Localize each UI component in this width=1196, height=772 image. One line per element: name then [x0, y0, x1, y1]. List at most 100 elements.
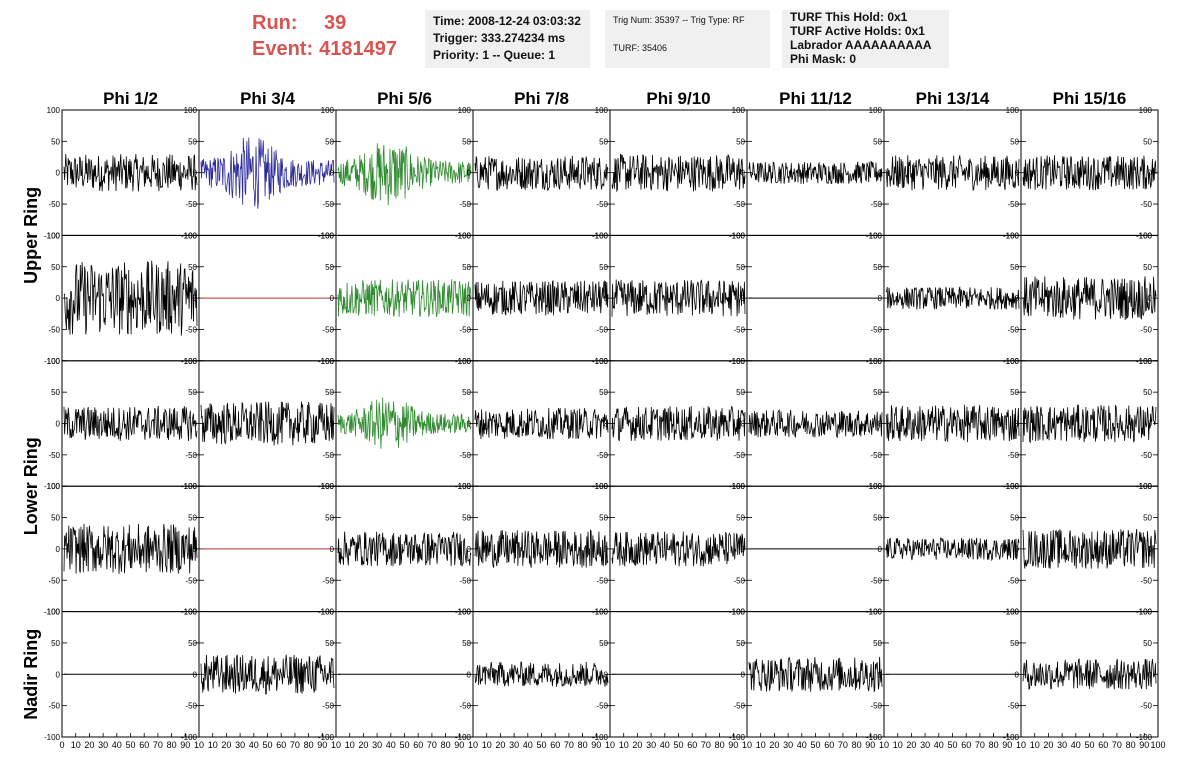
trig-num-line: Trig Num: 35397 -- Trig Type: RF: [613, 15, 745, 25]
y-tick-label: 100: [869, 106, 883, 115]
x-tick-label: 60: [687, 740, 697, 750]
y-tick-label: -50: [48, 325, 60, 334]
panel-frame: [1020, 360, 1159, 487]
y-tick-label: 50: [1143, 137, 1152, 146]
y-tick-label: 50: [873, 137, 882, 146]
x-tick-label: 90: [728, 740, 738, 750]
x-tick-label: 50: [536, 740, 546, 750]
y-tick-label: 50: [188, 639, 197, 648]
x-tick-label: 40: [797, 740, 807, 750]
waveform-trace: [748, 408, 883, 439]
y-tick-label: 0: [741, 169, 746, 178]
y-tick-label: -50: [322, 325, 334, 334]
y-tick-label: -50: [459, 702, 471, 711]
y-tick-label: -50: [1140, 576, 1152, 585]
y-tick-label: 0: [604, 545, 609, 554]
waveform-trace: [63, 260, 198, 336]
column-title: Phi 11/12: [779, 89, 852, 108]
y-tick-label: -50: [322, 451, 334, 460]
y-tick-label: 0: [741, 545, 746, 554]
waveform-trace: [1022, 528, 1157, 569]
y-tick-label: 100: [184, 106, 198, 115]
x-tick-label: 70: [975, 740, 985, 750]
y-tick-label: 50: [188, 263, 197, 272]
run-event-box: Run: 39 Event: 4181497: [252, 10, 422, 66]
waveform-trace: [611, 531, 746, 567]
x-tick-label: 90: [865, 740, 875, 750]
row-group-label: Lower Ring: [21, 437, 41, 535]
y-tick-label: -50: [185, 576, 197, 585]
x-tick-label: 90: [591, 740, 601, 750]
y-tick-label: 0: [467, 420, 472, 429]
x-tick-label: 60: [1098, 740, 1108, 750]
turf-hold-line: TURF This Hold: 0x1: [790, 10, 908, 24]
y-tick-label: 0: [604, 670, 609, 679]
waveform-trace: [337, 279, 472, 317]
panel-frame: [746, 109, 885, 236]
y-tick-label: 100: [595, 231, 609, 240]
y-tick-label: 50: [1010, 137, 1019, 146]
x-tick-label: 60: [550, 740, 560, 750]
x-tick-label: 10: [893, 740, 903, 750]
y-tick-label: 0: [604, 420, 609, 429]
y-tick-label: -100: [1136, 733, 1153, 742]
x-tick-label: 90: [317, 740, 327, 750]
y-tick-label: 0: [56, 169, 61, 178]
waveform-trace: [200, 654, 335, 695]
y-tick-label: 50: [599, 263, 608, 272]
x-tick-label: 40: [112, 740, 122, 750]
y-tick-label: 50: [1010, 263, 1019, 272]
y-tick-label: 0: [467, 169, 472, 178]
x-tick-label: 30: [372, 740, 382, 750]
x-tick-label: 10: [468, 740, 478, 750]
y-tick-label: 50: [51, 514, 60, 523]
y-tick-label: 50: [188, 388, 197, 397]
y-tick-label: 100: [47, 231, 61, 240]
labrador-line: Labrador AAAAAAAAAA: [790, 38, 932, 52]
x-tick-label: 30: [783, 740, 793, 750]
time-line: Time: 2008-12-24 03:03:32: [433, 14, 581, 28]
y-tick-label: 100: [1006, 231, 1020, 240]
run-label: Run:: [252, 12, 298, 34]
y-tick-label: -50: [596, 702, 608, 711]
x-tick-label: 70: [701, 740, 711, 750]
y-tick-label: -50: [870, 325, 882, 334]
x-tick-label: 40: [660, 740, 670, 750]
y-tick-label: 100: [184, 357, 198, 366]
column-title: Phi 3/4: [240, 89, 295, 108]
y-tick-label: 100: [1006, 608, 1020, 617]
waveform-trace: [337, 531, 472, 567]
y-tick-label: 0: [467, 294, 472, 303]
trig-info-box: Trig Num: 35397 -- Trig Type: RF TURF: 3…: [605, 10, 770, 68]
y-tick-label: 0: [878, 169, 883, 178]
x-tick-label: 20: [495, 740, 505, 750]
y-tick-label: 50: [599, 137, 608, 146]
row-group-label: Upper Ring: [21, 187, 41, 284]
y-tick-label: 100: [869, 357, 883, 366]
x-tick-label: 80: [167, 740, 177, 750]
y-tick-label: 50: [51, 137, 60, 146]
y-tick-label: 0: [1148, 169, 1153, 178]
y-tick-label: 50: [1143, 639, 1152, 648]
turf-active-line: TURF Active Holds: 0x1: [790, 24, 925, 38]
y-tick-label: 100: [321, 106, 335, 115]
y-tick-label: 100: [458, 482, 472, 491]
y-tick-label: -50: [733, 702, 745, 711]
x-tick-label: 10: [482, 740, 492, 750]
x-tick-label: 80: [1126, 740, 1136, 750]
y-tick-label: 0: [56, 545, 61, 554]
y-tick-label: 50: [599, 639, 608, 648]
y-tick-label: 50: [599, 514, 608, 523]
y-tick-label: 50: [873, 388, 882, 397]
y-tick-label: 0: [878, 420, 883, 429]
x-tick-label: 20: [221, 740, 231, 750]
y-tick-label: -50: [459, 451, 471, 460]
x-tick-label: 50: [810, 740, 820, 750]
run-value: 39: [324, 12, 347, 34]
phi-mask-line: Phi Mask: 0: [790, 52, 857, 66]
y-tick-label: 0: [467, 545, 472, 554]
y-tick-label: 100: [321, 357, 335, 366]
x-tick-label: 30: [509, 740, 519, 750]
y-tick-label: -100: [1003, 733, 1020, 742]
x-tick-label: 10: [605, 740, 615, 750]
